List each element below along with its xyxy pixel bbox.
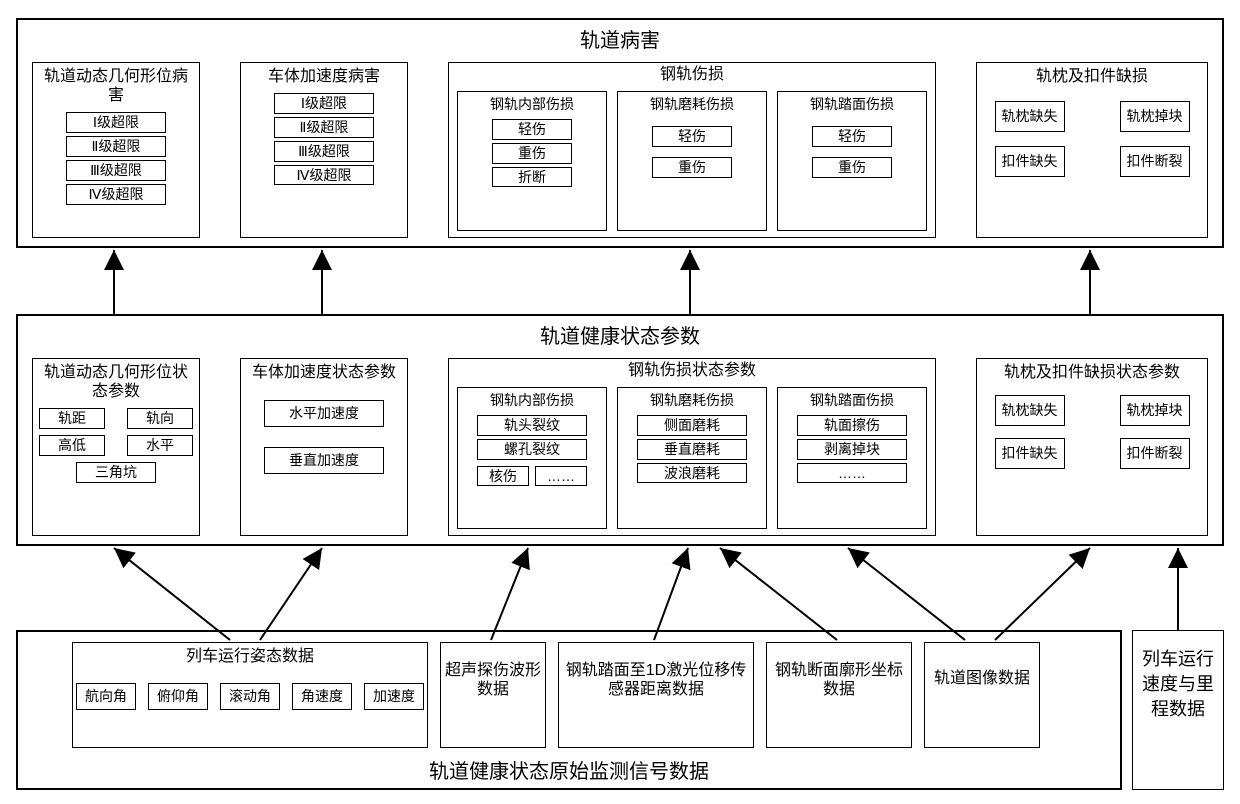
bot-speed-title: 列车运行速度与里程数据: [1133, 631, 1223, 727]
tier-top-title: 轨道病害: [18, 20, 1222, 55]
top-geom-title: 轨道动态几何形位病害: [33, 63, 199, 109]
top-raildmg-tread-item: 轻伤: [812, 126, 892, 147]
mid-raildmg-wear-item: 垂直磨耗: [637, 439, 747, 460]
mid-raildmg-title: 钢轨伤损状态参数: [449, 359, 935, 382]
mid-geom-title: 轨道动态几何形位状态参数: [33, 359, 199, 405]
mid-accel-panel: 车体加速度状态参数 水平加速度 垂直加速度: [240, 358, 408, 536]
mid-raildmg-inner-title: 钢轨内部伤损: [458, 388, 606, 412]
top-raildmg-wear-item: 轻伤: [652, 126, 732, 147]
mid-raildmg-panel: 钢轨伤损状态参数 钢轨内部伤损 轨头裂纹 螺孔裂纹 核伤 …… 钢轨磨耗伤损 侧…: [448, 358, 936, 536]
bot-attitude-title: 列车运行姿态数据: [73, 643, 427, 670]
mid-raildmg-inner-item: 螺孔裂纹: [477, 439, 587, 460]
top-raildmg-inner-item: 轻伤: [492, 119, 572, 140]
mid-sleeper-title: 轨枕及扣件缺损状态参数: [977, 359, 1207, 386]
mid-raildmg-inner-item: ……: [535, 466, 587, 487]
top-sleeper-title: 轨枕及扣件缺损: [977, 63, 1207, 90]
bot-attitude-item: 加速度: [364, 683, 424, 710]
mid-raildmg-tread: 钢轨踏面伤损 轨面擦伤 剥离掉块 ……: [777, 387, 927, 529]
bot-image-panel: 轨道图像数据: [924, 642, 1040, 748]
top-raildmg-inner-item: 折断: [492, 167, 572, 188]
top-raildmg-wear-title: 钢轨磨耗伤损: [618, 92, 766, 116]
top-raildmg-inner-title: 钢轨内部伤损: [458, 92, 606, 116]
mid-sleeper-item: 扣件断裂: [1120, 438, 1190, 469]
top-sleeper-item: 轨枕缺失: [995, 101, 1065, 132]
bot-laser-panel: 钢轨踏面至1D激光位移传感器距离数据: [558, 642, 754, 748]
bot-attitude-item: 角速度: [292, 683, 352, 710]
mid-raildmg-tread-item: ……: [797, 463, 907, 484]
tier-top: 轨道病害 轨道动态几何形位病害 Ⅰ级超限 Ⅱ级超限 Ⅲ级超限 Ⅳ级超限 车体加速…: [16, 18, 1224, 248]
top-accel-title: 车体加速度病害: [241, 63, 407, 90]
mid-raildmg-wear-title: 钢轨磨耗伤损: [618, 388, 766, 412]
bot-laser-title: 钢轨踏面至1D激光位移传感器距离数据: [559, 643, 753, 703]
top-accel-item: Ⅰ级超限: [274, 93, 374, 114]
mid-raildmg-tread-title: 钢轨踏面伤损: [778, 388, 926, 412]
bot-attitude-item: 航向角: [76, 683, 136, 710]
mid-raildmg-tread-item: 轨面擦伤: [797, 415, 907, 436]
bot-ultra-title: 超声探伤波形数据: [441, 643, 545, 703]
mid-raildmg-wear-item: 波浪磨耗: [637, 463, 747, 484]
top-geom-item: Ⅲ级超限: [66, 160, 166, 181]
mid-sleeper-item: 轨枕缺失: [995, 395, 1065, 426]
top-accel-panel: 车体加速度病害 Ⅰ级超限 Ⅱ级超限 Ⅲ级超限 Ⅳ级超限: [240, 62, 408, 238]
bot-ultra-panel: 超声探伤波形数据: [440, 642, 546, 748]
top-geom-panel: 轨道动态几何形位病害 Ⅰ级超限 Ⅱ级超限 Ⅲ级超限 Ⅳ级超限: [32, 62, 200, 238]
mid-geom-item: 轨向: [127, 408, 193, 429]
top-sleeper-panel: 轨枕及扣件缺损 轨枕缺失 轨枕掉块 扣件缺失 扣件断裂: [976, 62, 1208, 238]
top-sleeper-item: 扣件断裂: [1120, 146, 1190, 177]
top-raildmg-inner-item: 重伤: [492, 143, 572, 164]
mid-sleeper-panel: 轨枕及扣件缺损状态参数 轨枕缺失 轨枕掉块 扣件缺失 扣件断裂: [976, 358, 1208, 536]
mid-raildmg-wear: 钢轨磨耗伤损 侧面磨耗 垂直磨耗 波浪磨耗: [617, 387, 767, 529]
tier-bot-title: 轨道健康状态原始监测信号数据: [18, 751, 1120, 786]
bot-attitude-panel: 列车运行姿态数据 航向角 俯仰角 滚动角 角速度 加速度: [72, 642, 428, 748]
top-accel-item: Ⅳ级超限: [274, 165, 374, 186]
top-geom-item: Ⅳ级超限: [66, 184, 166, 205]
tier-bot: 列车运行姿态数据 航向角 俯仰角 滚动角 角速度 加速度 超声探伤波形数据 钢轨…: [16, 630, 1122, 790]
top-raildmg-tread: 钢轨踏面伤损 轻伤 重伤: [777, 91, 927, 231]
mid-raildmg-tread-item: 剥离掉块: [797, 439, 907, 460]
top-geom-item: Ⅱ级超限: [66, 136, 166, 157]
top-sleeper-item: 轨枕掉块: [1120, 101, 1190, 132]
top-raildmg-title: 钢轨伤损: [449, 63, 935, 86]
mid-sleeper-item: 扣件缺失: [995, 438, 1065, 469]
top-raildmg-tread-title: 钢轨踏面伤损: [778, 92, 926, 116]
top-geom-item: Ⅰ级超限: [66, 112, 166, 133]
bot-attitude-item: 滚动角: [220, 683, 280, 710]
mid-accel-title: 车体加速度状态参数: [241, 359, 407, 386]
mid-geom-item: 轨距: [39, 408, 105, 429]
top-sleeper-item: 扣件缺失: [995, 146, 1065, 177]
top-raildmg-tread-item: 重伤: [812, 157, 892, 178]
top-raildmg-wear: 钢轨磨耗伤损 轻伤 重伤: [617, 91, 767, 231]
mid-geom-panel: 轨道动态几何形位状态参数 轨距 轨向 高低 水平 三角坑: [32, 358, 200, 536]
bot-speed-panel: 列车运行速度与里程数据: [1132, 630, 1224, 790]
bot-profile-panel: 钢轨断面廓形坐标数据: [766, 642, 912, 748]
mid-accel-item: 垂直加速度: [264, 447, 384, 474]
mid-raildmg-inner: 钢轨内部伤损 轨头裂纹 螺孔裂纹 核伤 ……: [457, 387, 607, 529]
mid-geom-item: 水平: [127, 435, 193, 456]
bot-image-title: 轨道图像数据: [925, 643, 1039, 692]
bot-profile-title: 钢轨断面廓形坐标数据: [767, 643, 911, 703]
mid-raildmg-inner-item: 核伤: [477, 466, 529, 487]
mid-raildmg-wear-item: 侧面磨耗: [637, 415, 747, 436]
top-accel-item: Ⅱ级超限: [274, 117, 374, 138]
tier-mid-title: 轨道健康状态参数: [18, 316, 1222, 351]
mid-sleeper-item: 轨枕掉块: [1120, 395, 1190, 426]
top-raildmg-wear-item: 重伤: [652, 157, 732, 178]
top-raildmg-inner: 钢轨内部伤损 轻伤 重伤 折断: [457, 91, 607, 231]
mid-raildmg-inner-item: 轨头裂纹: [477, 415, 587, 436]
mid-geom-item: 三角坑: [76, 462, 156, 483]
top-accel-item: Ⅲ级超限: [274, 141, 374, 162]
tier-mid: 轨道健康状态参数 轨道动态几何形位状态参数 轨距 轨向 高低 水平 三角坑 车体…: [16, 314, 1224, 546]
mid-accel-item: 水平加速度: [264, 400, 384, 427]
bot-attitude-item: 俯仰角: [148, 683, 208, 710]
top-raildmg-panel: 钢轨伤损 钢轨内部伤损 轻伤 重伤 折断 钢轨磨耗伤损 轻伤 重伤 钢轨踏面伤损…: [448, 62, 936, 238]
mid-geom-item: 高低: [39, 435, 105, 456]
